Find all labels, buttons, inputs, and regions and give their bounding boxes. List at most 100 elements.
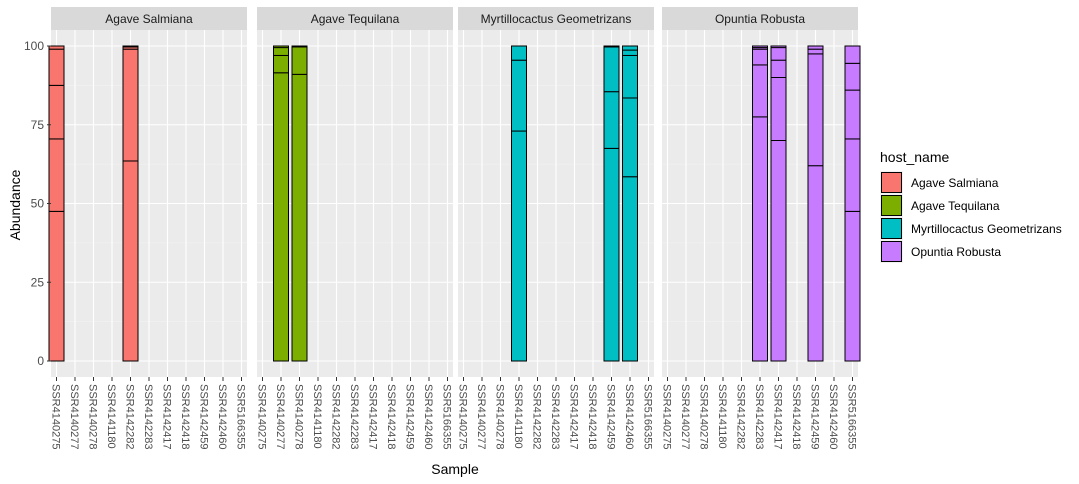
x-tick-label: SSR4142417 [161,384,173,449]
stacked-bar [807,45,824,362]
facet-strip-label: Agave Tequilana [311,12,400,26]
bar-segment [622,54,638,99]
x-tick-label: SSR4141180 [512,384,524,449]
facet-strip [257,7,453,30]
x-tick-label: SSR4141180 [105,384,117,449]
x-tick-label: SSR5166355 [441,384,453,449]
bar-segment [770,77,787,141]
bar-segment [603,91,620,149]
x-tick-label: SSR4142283 [549,384,561,449]
bar-segment [770,59,787,78]
bar-segment [291,45,308,48]
bar-segment [122,48,139,162]
legend-label: Myrtillocactus Geometrizans [911,222,1062,236]
x-tick-label: SSR4142418 [179,384,191,449]
bar-segment [273,47,289,56]
x-tick-label: SSR4142459 [809,384,821,449]
bar-segment [273,72,289,362]
stacked-bar [603,45,620,362]
bar-segment [511,59,527,132]
y-tick-label: 50 [31,197,45,211]
x-tick-label: SSR4142283 [753,384,765,449]
x-tick-label: SSR4142418 [586,384,598,449]
bar-segment [48,138,65,212]
facet-strip-label: Opuntia Robusta [715,12,805,26]
bar-segment [603,147,620,362]
x-tick-label: SSR4142282 [124,384,136,449]
x-tick-label: SSR4141180 [311,384,323,449]
legend-swatch [881,172,902,193]
facet-strip [662,7,858,30]
bar-segment [622,97,638,178]
legend-label: Agave Tequilana [911,199,1000,213]
x-tick-label: SSR4142459 [198,384,210,449]
x-tick-label: SSR4142460 [216,384,228,449]
y-tick-label: 100 [24,39,44,53]
facet-panel: Agave Tequilana SSR4140275 SSR4140277 SSR41… [256,7,453,449]
x-tick-label: SSR4142459 [404,384,416,449]
bar-segment [622,45,638,51]
x-tick-label: SSR4142282 [735,384,747,449]
x-tick-label: SSR4142283 [142,384,154,449]
bar-segment [622,49,638,56]
bar-segment [770,140,787,362]
stacked-bar [752,45,768,362]
x-tick-label: SSR4140278 [698,384,710,449]
x-tick-label: SSR5166355 [846,384,858,449]
bar-segment [291,73,308,362]
x-tick-label: SSR4140275 [256,384,268,449]
y-tick-label: 0 [37,354,44,368]
facet-panel: Agave Salmiana SSR4140275 SSR4140277 SSR414… [48,7,247,449]
legend-label: Agave Salmiana [911,176,999,190]
bar-segment [48,48,65,86]
x-tick-label: SSR4142418 [385,384,397,449]
stacked-bar [122,45,139,362]
x-tick-label: SSR4142460 [623,384,635,449]
x-tick-label: SSR4142283 [348,384,360,449]
y-axis: 0 25 50 75 100 [24,39,51,368]
stacked-bar [273,45,289,362]
x-tick-label: SSR4142417 [367,384,379,449]
legend: host_name Agave Salmiana Agave Tequilana My… [880,149,1062,263]
legend-item: Opuntia Robusta [880,240,1001,263]
bar-segment [752,116,768,362]
bar-segment [752,64,768,118]
facet-panel: Opuntia Robusta SSR4140275 SSR4140277 SSR41… [661,7,861,449]
facet-strip-label: Agave Salmiana [105,12,193,26]
legend-title: host_name [880,149,949,165]
bar-segment [511,45,527,61]
y-tick-label: 25 [31,275,45,289]
bar-segment [291,46,308,75]
bar-segment [48,84,65,140]
x-tick-label: SSR4142418 [790,384,802,449]
stacked-bar [622,45,638,362]
stacked-bar [770,45,787,362]
x-tick-label: SSR4142460 [422,384,434,449]
bar-segment [770,47,787,61]
bar-segment [844,89,861,140]
stacked-bar [291,45,308,362]
bar-segment [844,210,861,362]
bar-segment [807,48,824,55]
x-tick-label: SSR4140278 [87,384,99,449]
legend-swatch [881,218,902,239]
x-tick-label: SSR4142460 [827,384,839,449]
legend-label: Opuntia Robusta [911,245,1001,259]
legend-item: Agave Tequilana [880,194,1000,217]
bar-segment [752,45,768,49]
x-tick-label: SSR5166355 [235,384,247,449]
bar-segment [622,176,638,362]
bar-segment [273,45,289,49]
x-tick-label: SSR5166355 [642,384,654,449]
x-tick-label: SSR4140278 [494,384,506,449]
x-tick-label: SSR4142282 [330,384,342,449]
legend-swatch [881,195,902,216]
x-tick-label: SSR4142282 [531,384,543,449]
stacked-bar [511,45,527,362]
stacked-bar [844,45,861,362]
x-tick-label: SSR4140275 [50,384,62,449]
facet-panels: Agave Salmiana SSR4140275 SSR4140277 SSR414… [48,7,861,449]
y-tick-label: 75 [31,118,45,132]
x-tick-label: SSR4140278 [293,384,305,449]
